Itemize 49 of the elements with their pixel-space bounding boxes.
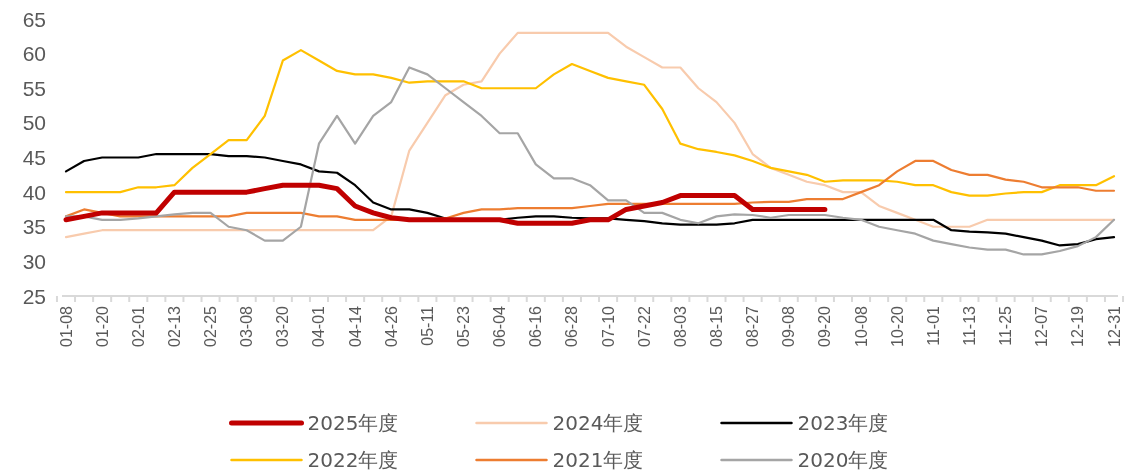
x-tick-label: 02-13 [165,305,183,347]
x-tick-label: 08-03 [671,305,689,347]
x-tick-label: 09-20 [816,305,834,347]
x-tick-label: 08-15 [707,305,725,347]
x-tick-label: 12-07 [1033,305,1051,347]
line-series [64,152,1116,247]
x-tick-label: 08-27 [744,305,762,347]
x-tick-label: 04-01 [310,305,328,347]
line-series [64,49,1116,197]
x-tick-label: 10-20 [888,305,906,347]
y-tick-label: 25 [22,284,46,308]
x-tick-label: 02-01 [129,305,147,347]
x-tick-label: 07-22 [635,305,653,347]
y-tick-label: 60 [22,42,46,66]
x-tick-label: 11-13 [960,305,978,346]
x-tick-label: 06-28 [563,305,581,347]
x-tick-label: 01-20 [93,305,111,347]
x-tick-label: 06-04 [491,305,509,347]
y-tick-label: 50 [22,111,46,135]
x-tick-label: 09-08 [780,305,798,347]
x-tick-label: 04-26 [382,305,400,347]
x-tick-label: 03-08 [238,305,256,347]
legend-label: 2022年度 [307,448,399,471]
x-tick-label: 03-20 [274,305,292,347]
y-tick-label: 35 [22,215,46,239]
legend-label: 2023年度 [797,411,889,435]
x-tick-label: 02-25 [202,305,220,347]
y-tick-label: 65 [22,7,46,31]
line-series [64,31,1116,239]
line-series [64,66,1116,256]
x-tick-label: 11-01 [924,305,942,346]
y-tick-label: 30 [22,249,46,273]
x-tick-label: 10-08 [852,305,870,347]
legend-label: 2025年度 [307,411,399,435]
x-tick-label: 07-10 [599,305,617,347]
x-tick-label: 12-31 [1105,305,1123,347]
legend-label: 2021年度 [552,448,644,471]
x-tick-label: 11-25 [997,305,1015,346]
legend-label: 2020年度 [797,448,889,471]
y-tick-label: 45 [22,146,46,169]
x-tick-label: 06-16 [527,305,545,347]
y-tick-label: 55 [22,76,46,100]
x-tick-label: 04-14 [346,305,364,347]
x-tick-label: 05-11 [418,305,436,346]
x-tick-label: 05-23 [455,305,473,347]
x-tick-label: 12-19 [1069,305,1087,347]
y-tick-label: 40 [22,180,46,204]
x-tick-label: 01-08 [57,305,75,347]
legend-label: 2024年度 [552,411,644,435]
